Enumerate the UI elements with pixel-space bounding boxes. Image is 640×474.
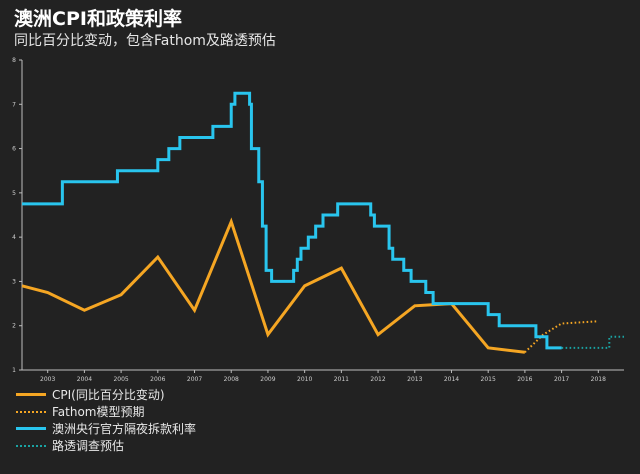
x-tick-label: 2013: [407, 376, 422, 383]
legend-swatch: [16, 427, 46, 430]
x-tick-label: 2011: [334, 376, 349, 383]
x-tick-label: 2009: [260, 376, 275, 383]
legend-swatch: [16, 444, 46, 447]
y-tick-label: 6: [12, 146, 16, 153]
legend-item: 路透调查预估: [16, 437, 196, 454]
series-line-0: [21, 217, 526, 354]
y-tick-label: 5: [12, 190, 16, 197]
x-tick-label: 2015: [481, 376, 496, 383]
x-tick-label: 2007: [187, 376, 202, 383]
legend-label: 路透调查预估: [52, 439, 125, 453]
y-tick-label: 3: [12, 278, 16, 285]
x-tick-label: 2003: [40, 376, 55, 383]
y-tick-label: 1: [12, 367, 16, 374]
series-line-1: [524, 320, 599, 354]
y-tick-label: 2: [12, 323, 16, 330]
y-tick-label: 7: [12, 101, 16, 108]
x-tick-label: 2006: [150, 376, 165, 383]
legend-item: 澳洲央行官方隔夜拆款利率: [16, 420, 196, 437]
legend-swatch: [16, 393, 46, 396]
x-tick-label: 2016: [517, 376, 532, 383]
chart-legend: CPI(同比百分比变动) Fathom模型预期澳洲央行官方隔夜拆款利率 路透调查预估: [16, 386, 196, 454]
series-line-2: [22, 91, 562, 350]
legend-label: CPI(同比百分比变动): [52, 388, 165, 402]
x-tick-label: 2012: [370, 376, 385, 383]
legend-label: Fathom模型预期: [52, 405, 145, 419]
y-tick-label: 4: [12, 234, 16, 241]
x-tick-label: 2005: [113, 376, 128, 383]
legend-item: Fathom模型预期: [16, 403, 196, 420]
legend-label: 澳洲央行官方隔夜拆款利率: [52, 422, 197, 436]
x-tick-label: 2008: [224, 376, 239, 383]
x-tick-label: 2010: [297, 376, 312, 383]
x-tick-label: 2004: [77, 376, 92, 383]
chart-title: 澳洲CPI和政策利率: [14, 8, 182, 30]
x-tick-label: 2018: [591, 376, 606, 383]
legend-swatch: [16, 410, 46, 413]
x-tick-label: 2017: [554, 376, 569, 383]
x-tick-label: 2014: [444, 376, 459, 383]
chart-subtitle: 同比百分比变动，包含Fathom及路透预估: [14, 33, 276, 49]
y-tick-label: 8: [12, 57, 16, 64]
legend-item: CPI(同比百分比变动): [16, 386, 196, 403]
series-line-3: [561, 335, 624, 349]
